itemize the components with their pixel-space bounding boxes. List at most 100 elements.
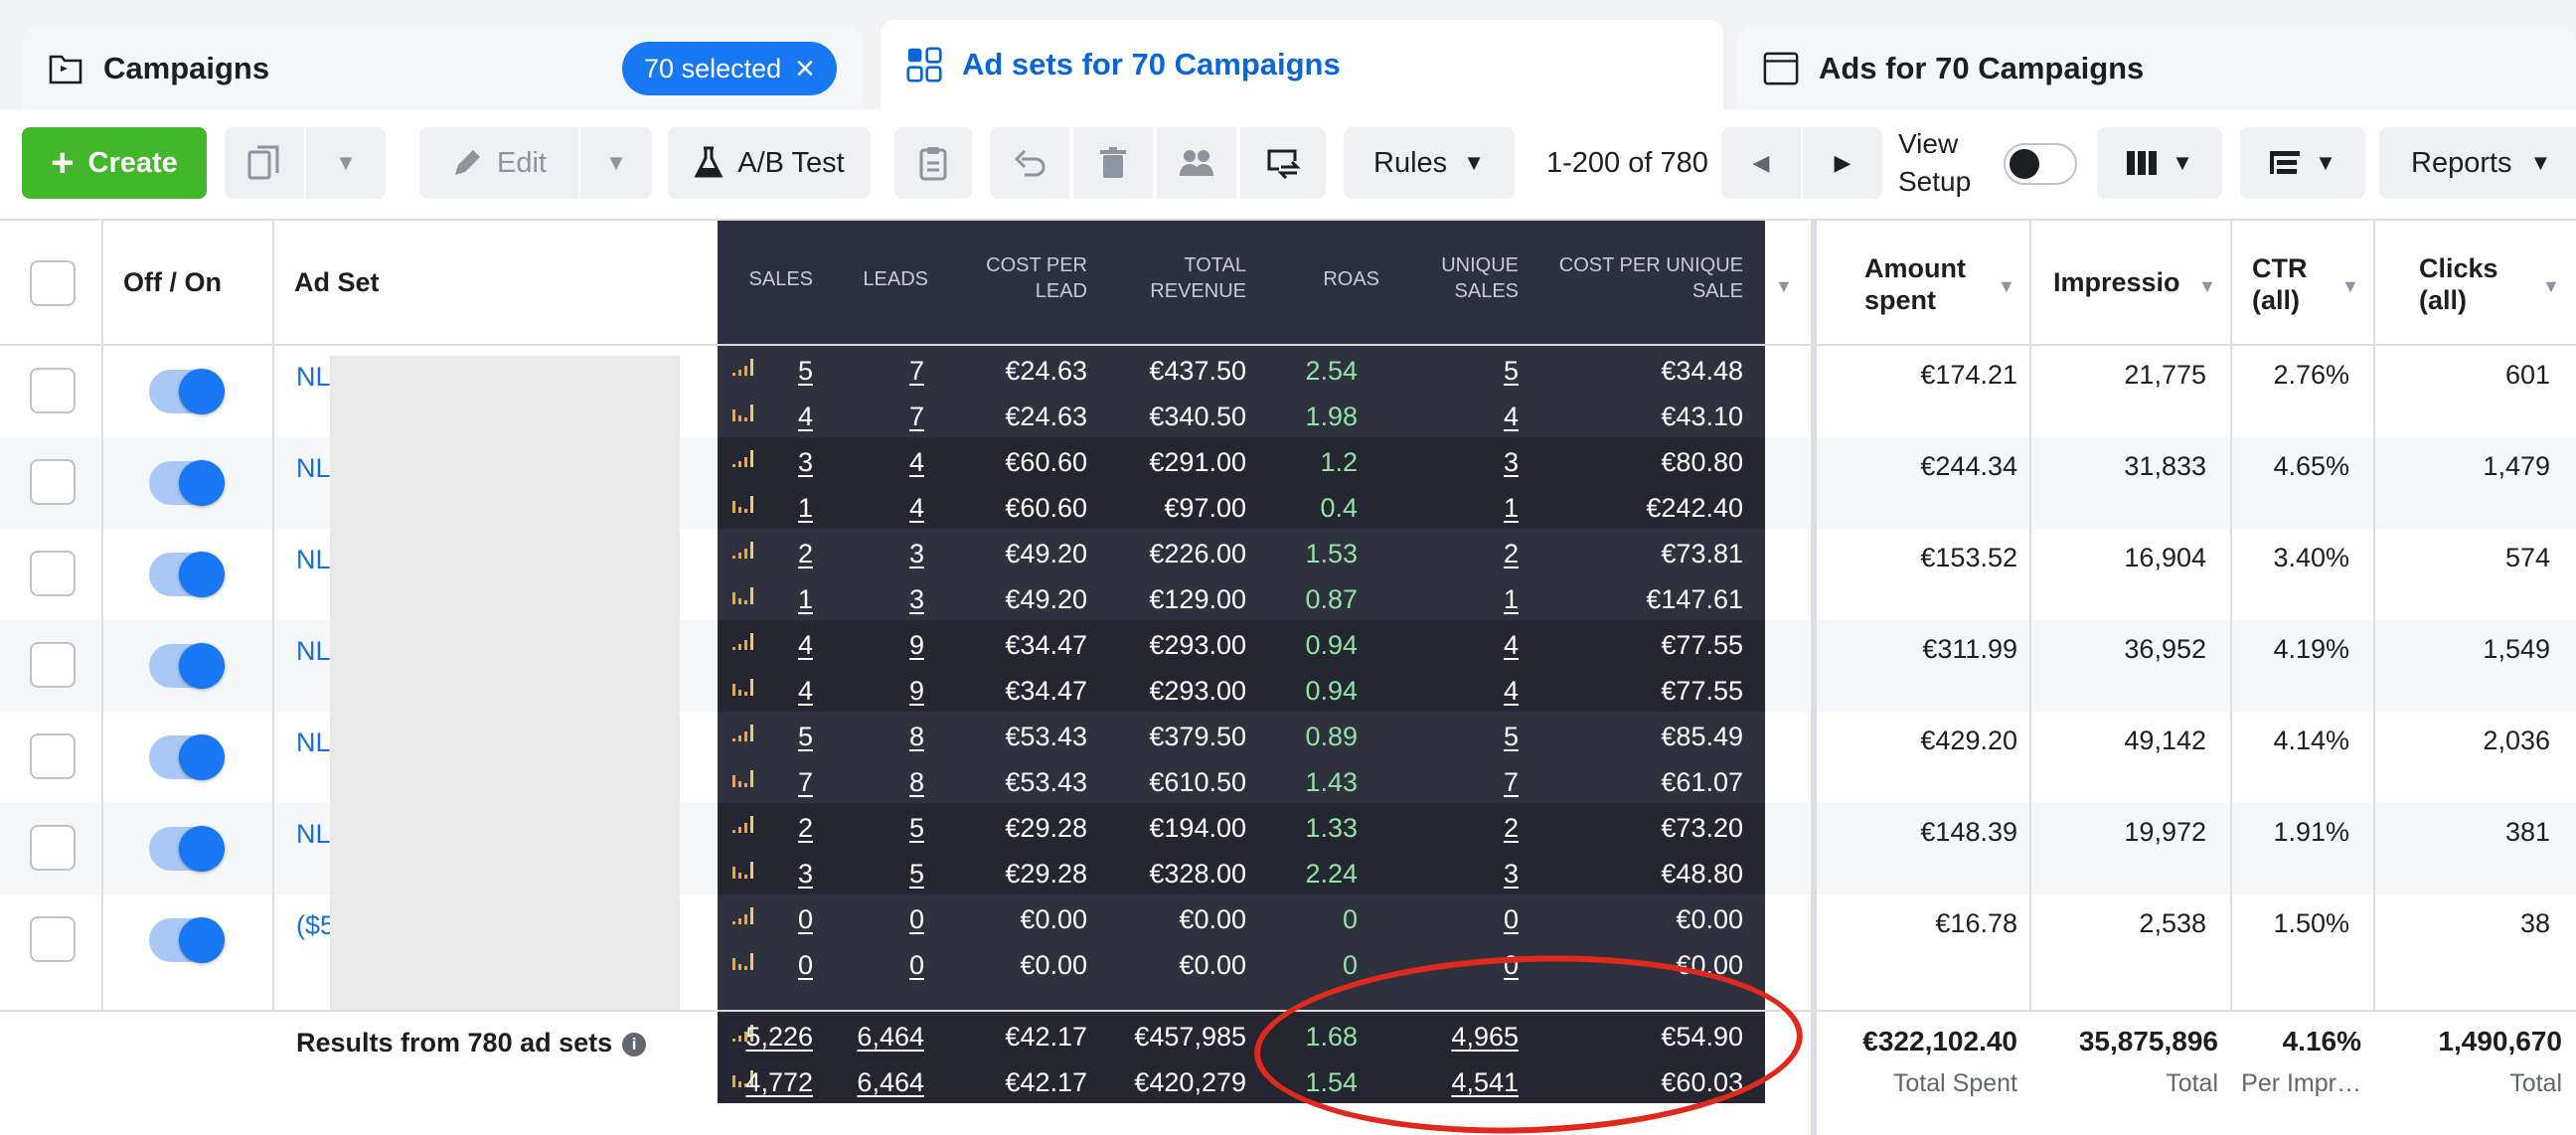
overlay-us-value[interactable]: 5 <box>1503 722 1519 751</box>
info-icon[interactable]: i <box>622 1033 647 1056</box>
row-checkbox[interactable] <box>30 642 76 688</box>
view-setup-toggle[interactable] <box>2004 143 2077 185</box>
overlay-leads-value[interactable]: 5 <box>908 813 924 843</box>
column-ctr[interactable]: CTR (all) <box>2252 253 2308 315</box>
overlay-leads-value[interactable]: 0 <box>908 904 924 934</box>
overlay-sales-value[interactable]: 0 <box>797 904 813 934</box>
overlay-sales-value[interactable]: 0 <box>797 950 813 980</box>
row-checkbox[interactable] <box>30 916 76 962</box>
overlay-leads-value[interactable]: 8 <box>908 722 924 751</box>
column-clicks[interactable]: Clicks (all) <box>2419 253 2498 315</box>
edit-button[interactable]: Edit <box>419 127 578 199</box>
duplicate-button[interactable] <box>225 127 304 199</box>
edit-dropdown[interactable]: ▼ <box>580 127 652 199</box>
overlay-leads-value[interactable]: 3 <box>908 539 924 568</box>
row-toggle[interactable] <box>149 734 225 780</box>
overlay-us-value[interactable]: 1 <box>1503 493 1519 523</box>
header-cost-per-lead[interactable]: COST PER LEAD <box>986 254 1087 302</box>
overlay-sales-value[interactable]: 3 <box>797 859 813 889</box>
overlay-leads-value[interactable]: 0 <box>908 950 924 980</box>
overlay-leads-value[interactable]: 9 <box>908 676 924 706</box>
row-toggle[interactable] <box>149 460 225 506</box>
overlay-us-value[interactable]: 4,965 <box>1451 1022 1519 1052</box>
column-impressions[interactable]: Impressio <box>2053 267 2180 297</box>
overlay-sales-value[interactable]: 5 <box>797 722 813 751</box>
tab-ads[interactable]: Ads for 70 Campaigns <box>1737 28 2576 109</box>
overlay-sales-value[interactable]: 4,772 <box>745 1067 813 1097</box>
header-sales[interactable]: SALES <box>748 268 813 290</box>
overlay-sales-value[interactable]: 1 <box>797 584 813 614</box>
row-checkbox[interactable] <box>30 733 76 779</box>
selection-pill[interactable]: 70 selected × <box>622 42 837 95</box>
overlay-us-value[interactable]: 1 <box>1503 584 1519 614</box>
ad-set-name-link[interactable]: NL <box>296 362 331 392</box>
overlay-leads-value[interactable]: 9 <box>908 630 924 660</box>
overlay-leads-value[interactable]: 7 <box>908 356 924 386</box>
overlay-us-value[interactable]: 0 <box>1503 950 1519 980</box>
row-toggle[interactable] <box>149 826 225 872</box>
overlay-sales-value[interactable]: 7 <box>797 767 813 797</box>
overlay-sales-value[interactable]: 5,226 <box>745 1022 813 1052</box>
column-off-on[interactable]: Off / On <box>123 267 222 297</box>
ab-test-button[interactable]: A/B Test <box>668 127 871 199</box>
overlay-us-value[interactable]: 5 <box>1503 356 1519 386</box>
export-button[interactable] <box>1240 127 1326 199</box>
column-amount-spent[interactable]: Amount spent <box>1864 253 1966 315</box>
sort-icon[interactable]: ▼ <box>2542 276 2560 296</box>
overlay-us-value[interactable]: 2 <box>1503 539 1519 568</box>
ad-set-name-link[interactable]: NL <box>296 819 331 849</box>
overlay-leads-value[interactable]: 7 <box>908 402 924 431</box>
tab-campaigns[interactable]: Campaigns 70 selected × <box>22 28 863 109</box>
rules-button[interactable]: Rules ▼ <box>1344 127 1515 199</box>
undo-button[interactable] <box>990 127 1069 199</box>
ad-set-name-link[interactable]: NL <box>296 728 331 757</box>
prev-page-button[interactable]: ◀ <box>1721 127 1801 199</box>
overlay-sales-value[interactable]: 1 <box>797 493 813 523</box>
audience-button[interactable] <box>1157 127 1236 199</box>
table-row[interactable]: NL €174.21 21,775 2.76% 601 <box>0 346 2576 437</box>
overlay-sales-value[interactable]: 2 <box>797 539 813 568</box>
overlay-leads-value[interactable]: 6,464 <box>857 1022 924 1052</box>
clipboard-button[interactable] <box>894 127 972 199</box>
table-row[interactable]: NL €153.52 16,904 3.40% 574 <box>0 529 2576 620</box>
ad-set-name-link[interactable]: NL <box>296 545 331 574</box>
create-button[interactable]: + Create <box>22 127 207 199</box>
header-leads[interactable]: LEADS <box>863 268 928 290</box>
overlay-leads-value[interactable]: 5 <box>908 859 924 889</box>
row-toggle[interactable] <box>149 552 225 597</box>
tab-ad-sets[interactable]: Ad sets for 70 Campaigns <box>881 20 1723 109</box>
header-cost-per-unique-sale[interactable]: COST PER UNIQUE SALE <box>1558 254 1743 302</box>
select-all-checkbox[interactable] <box>30 260 76 306</box>
column-ad-set[interactable]: Ad Set <box>294 267 380 297</box>
overlay-leads-value[interactable]: 4 <box>908 493 924 523</box>
row-toggle[interactable] <box>149 917 225 963</box>
overlay-us-value[interactable]: 7 <box>1503 767 1519 797</box>
overlay-leads-value[interactable]: 8 <box>908 767 924 797</box>
header-roas[interactable]: ROAS <box>1323 268 1379 290</box>
table-row[interactable]: NL €429.20 49,142 4.14% 2,036 <box>0 712 2576 803</box>
ad-set-name-link[interactable]: NL <box>296 453 331 483</box>
row-checkbox[interactable] <box>30 551 76 596</box>
row-toggle[interactable] <box>149 643 225 689</box>
overlay-us-value[interactable]: 3 <box>1503 447 1519 477</box>
ad-set-name-link[interactable]: NL <box>296 636 331 666</box>
overlay-sales-value[interactable]: 2 <box>797 813 813 843</box>
sort-icon[interactable]: ▼ <box>1775 276 1793 296</box>
next-page-button[interactable]: ▶ <box>1803 127 1882 199</box>
close-icon[interactable]: × <box>795 50 815 87</box>
sort-icon[interactable]: ▼ <box>1998 276 2015 296</box>
overlay-sales-value[interactable]: 4 <box>797 402 813 431</box>
overlay-us-value[interactable]: 4 <box>1503 402 1519 431</box>
table-row[interactable]: ($5 €16.78 2,538 1.50% 38 <box>0 894 2576 986</box>
row-checkbox[interactable] <box>30 459 76 505</box>
overlay-us-value[interactable]: 4 <box>1503 630 1519 660</box>
overlay-us-value[interactable]: 4,541 <box>1451 1067 1519 1097</box>
columns-button[interactable]: ▼ <box>2097 127 2222 199</box>
overlay-sales-value[interactable]: 5 <box>797 356 813 386</box>
row-checkbox[interactable] <box>30 368 76 413</box>
overlay-sales-value[interactable]: 4 <box>797 630 813 660</box>
breakdown-button[interactable]: ▼ <box>2240 127 2365 199</box>
overlay-us-value[interactable]: 3 <box>1503 859 1519 889</box>
header-unique-sales[interactable]: UNIQUE SALES <box>1441 254 1519 302</box>
overlay-us-value[interactable]: 0 <box>1503 904 1519 934</box>
